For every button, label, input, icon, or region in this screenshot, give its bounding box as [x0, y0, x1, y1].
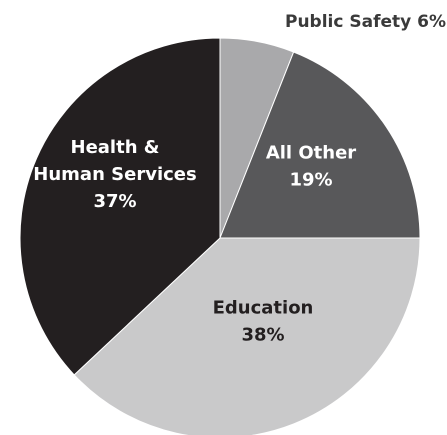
- pie-label-line: Health &: [71, 137, 160, 158]
- pie-label-line: Human Services: [33, 164, 196, 185]
- pie-slice-all-other: [219, 51, 421, 239]
- pie-label-line: 38%: [241, 325, 284, 346]
- pie-labels: Public Safety 6% All Other 19% Education 38%…: [33, 12, 446, 346]
- pie-slices: [19, 37, 421, 435]
- pie-label-education: Education 38%: [213, 298, 314, 346]
- pie-label-health-human-services: Health & Human Services 37%: [33, 137, 196, 212]
- pie-slice-health-human-services: [19, 37, 221, 376]
- pie-label-line: Education: [213, 298, 314, 319]
- pie-slice-education: [73, 237, 421, 435]
- pie-label-line: 19%: [289, 170, 332, 191]
- pie-label-public-safety: Public Safety 6%: [285, 12, 446, 32]
- pie-label-line: All Other: [266, 143, 356, 164]
- pie-label-line: 37%: [93, 191, 136, 212]
- pie-label-all-other: All Other 19%: [266, 143, 356, 191]
